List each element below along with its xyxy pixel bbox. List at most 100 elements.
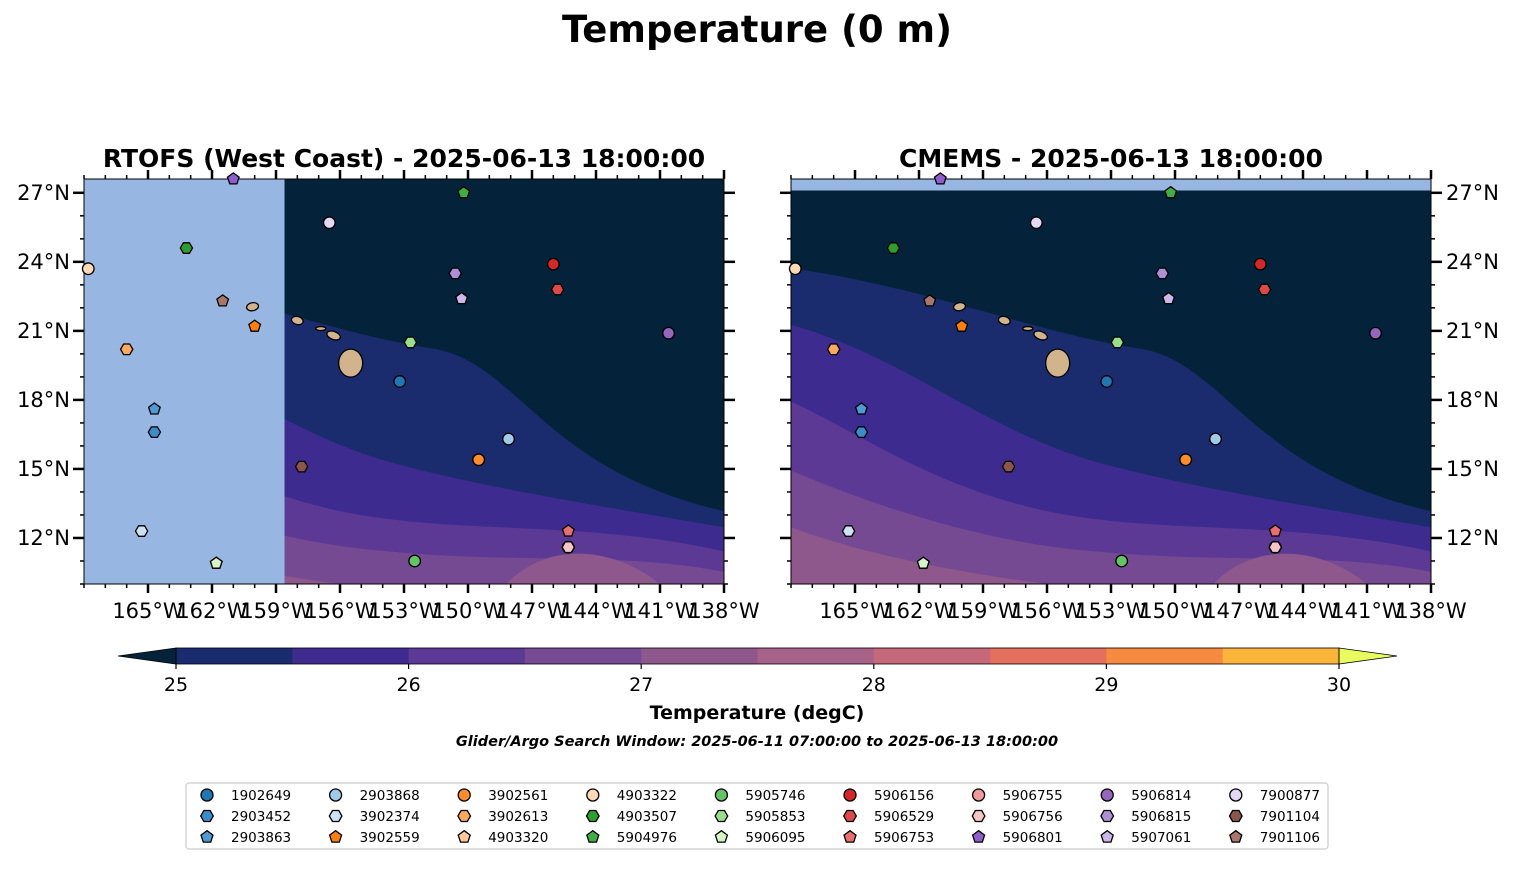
legend-item[interactable]: 5906753 xyxy=(843,829,934,846)
float-marker-5906801[interactable] xyxy=(226,172,240,185)
legend-item[interactable]: 5904976 xyxy=(586,829,677,846)
legend-item[interactable]: 4903322 xyxy=(586,788,677,804)
legend-marker-3902561[interactable] xyxy=(457,788,471,802)
legend-item[interactable]: 5907061 xyxy=(1100,829,1191,846)
legend-marker-5904976[interactable] xyxy=(586,829,600,843)
float-marker-2903863[interactable] xyxy=(147,402,161,415)
float-marker-5906753[interactable] xyxy=(1268,524,1282,537)
legend-item[interactable]: 5906801 xyxy=(971,829,1063,846)
legend-item[interactable]: 3902613 xyxy=(457,809,548,825)
float-marker-5906156[interactable] xyxy=(546,257,560,271)
float-marker-5904976[interactable] xyxy=(1164,185,1178,199)
legend-marker-4903322[interactable] xyxy=(586,788,600,802)
float-marker-3902561[interactable] xyxy=(1179,453,1193,467)
legend-item[interactable]: 5905853 xyxy=(714,809,806,825)
legend-marker-3902374[interactable] xyxy=(328,809,343,823)
float-marker-5906756[interactable] xyxy=(561,541,576,554)
legend-marker-5907061[interactable] xyxy=(1100,829,1114,843)
float-marker-7901106[interactable] xyxy=(923,294,937,307)
float-marker-5906814[interactable] xyxy=(662,326,675,340)
legend-item[interactable]: 5906814 xyxy=(1100,788,1191,804)
legend-marker-4903507[interactable] xyxy=(585,809,600,823)
float-marker-2903452[interactable] xyxy=(854,426,869,439)
float-marker-7901104[interactable] xyxy=(1001,460,1016,473)
legend-marker-2903868[interactable] xyxy=(328,788,343,802)
float-marker-3902374[interactable] xyxy=(841,525,856,537)
float-marker-5906529[interactable] xyxy=(550,283,565,296)
float-marker-5906156[interactable] xyxy=(1253,257,1267,271)
legend-item[interactable]: 4903320 xyxy=(457,829,548,846)
legend-marker-5906801[interactable] xyxy=(971,829,986,843)
float-marker-5906095[interactable] xyxy=(209,556,223,569)
legend-item[interactable]: 3902561 xyxy=(457,788,548,804)
legend-marker-1902649[interactable] xyxy=(200,788,214,802)
float-marker-3902613[interactable] xyxy=(119,343,134,356)
float-marker-3902561[interactable] xyxy=(472,453,486,467)
legend-marker-5906529[interactable] xyxy=(842,809,858,823)
legend-marker-4903320[interactable] xyxy=(457,829,471,843)
float-marker-2903452[interactable] xyxy=(147,426,162,439)
legend-marker-5906095[interactable] xyxy=(714,829,729,843)
float-marker-4903507[interactable] xyxy=(886,242,901,254)
legend-marker-5906756[interactable] xyxy=(971,809,986,823)
legend-marker-5906814[interactable] xyxy=(1100,788,1114,802)
float-marker-7901104[interactable] xyxy=(294,460,309,473)
float-marker-4903507[interactable] xyxy=(179,242,194,254)
legend-item[interactable]: 1902649 xyxy=(200,788,291,804)
legend-item[interactable]: 7901104 xyxy=(1228,809,1320,825)
float-marker-7901106[interactable] xyxy=(216,294,230,307)
legend-item[interactable]: 5906756 xyxy=(971,809,1063,825)
legend-item[interactable]: 7900877 xyxy=(1229,788,1320,804)
legend-marker-5906755[interactable] xyxy=(971,788,986,802)
float-marker-5907061[interactable] xyxy=(455,291,469,305)
float-marker-3902559[interactable] xyxy=(955,319,969,332)
float-marker-5906753[interactable] xyxy=(561,524,575,537)
legend-item[interactable]: 7901106 xyxy=(1229,829,1320,846)
float-marker-4903322[interactable] xyxy=(81,262,95,276)
float-marker-7900877[interactable] xyxy=(1029,216,1043,230)
float-marker-5906756[interactable] xyxy=(1268,541,1283,554)
float-marker-3902559[interactable] xyxy=(248,319,262,332)
legend-item[interactable]: 2903868 xyxy=(328,788,420,804)
float-marker-5905746[interactable] xyxy=(408,554,422,568)
legend-marker-7901106[interactable] xyxy=(1229,829,1243,843)
float-marker-5906815[interactable] xyxy=(1155,267,1170,280)
legend-marker-5905853[interactable] xyxy=(714,809,729,823)
legend-item[interactable]: 2903863 xyxy=(200,829,291,846)
legend-item[interactable]: 2903452 xyxy=(199,809,291,825)
float-marker-5906814[interactable] xyxy=(1369,326,1382,340)
legend-marker-5906156[interactable] xyxy=(843,788,857,802)
legend-item[interactable]: 4903507 xyxy=(585,809,677,825)
float-marker-7900877[interactable] xyxy=(322,216,336,230)
legend-item[interactable]: 5905746 xyxy=(714,788,806,804)
float-marker-1902649[interactable] xyxy=(1100,375,1114,388)
legend-marker-7900877[interactable] xyxy=(1229,788,1243,802)
legend-marker-2903452[interactable] xyxy=(199,809,215,823)
float-marker-5905853[interactable] xyxy=(1110,336,1125,349)
float-marker-4903322[interactable] xyxy=(788,262,802,276)
float-marker-5906095[interactable] xyxy=(916,556,930,569)
legend-item[interactable]: 5906156 xyxy=(843,788,934,804)
legend-marker-5905746[interactable] xyxy=(714,788,729,802)
legend-item[interactable]: 5906815 xyxy=(1100,809,1191,825)
float-marker-2903868[interactable] xyxy=(502,432,515,446)
float-marker-2903863[interactable] xyxy=(854,402,868,415)
float-marker-5905853[interactable] xyxy=(403,336,418,349)
float-marker-5906801[interactable] xyxy=(933,172,947,185)
legend-marker-5906815[interactable] xyxy=(1100,809,1115,823)
float-marker-5907061[interactable] xyxy=(1162,291,1176,305)
legend-marker-3902559[interactable] xyxy=(328,829,343,843)
legend-item[interactable]: 5906529 xyxy=(842,809,934,825)
legend-item[interactable]: 5906755 xyxy=(971,788,1063,804)
float-marker-1902649[interactable] xyxy=(393,375,407,388)
legend-marker-2903863[interactable] xyxy=(200,829,214,843)
float-marker-3902374[interactable] xyxy=(134,525,149,537)
legend-marker-7901104[interactable] xyxy=(1228,809,1243,823)
float-marker-5906815[interactable] xyxy=(448,267,463,280)
legend-item[interactable]: 5906095 xyxy=(714,829,806,846)
float-marker-5904976[interactable] xyxy=(457,185,471,199)
float-marker-5905746[interactable] xyxy=(1115,554,1129,568)
float-marker-5906529[interactable] xyxy=(1257,283,1272,296)
legend-marker-3902613[interactable] xyxy=(457,809,472,823)
legend-marker-5906753[interactable] xyxy=(843,829,857,843)
